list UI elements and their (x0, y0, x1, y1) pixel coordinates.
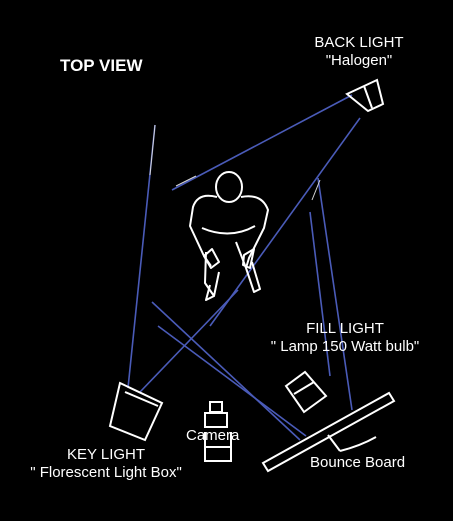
fill-light-beam-left (309, 211, 331, 377)
fill-light-icon (284, 370, 328, 414)
bounce-board-label: Bounce Board (310, 454, 406, 471)
back-light-label: BACK LIGHT "Halogen" (296, 34, 422, 70)
fill-light-name: FILL LIGHT (306, 320, 384, 337)
key-light-beam-right (139, 289, 239, 393)
light-beams (127, 94, 361, 441)
back-light-icon (345, 78, 385, 113)
back-light-type: "Halogen" (325, 52, 393, 69)
key-light-type: " Florescent Light Box" (30, 464, 182, 481)
back-light-beam-upper (171, 94, 353, 191)
subject-icon (189, 171, 269, 301)
fill-light-type: " Lamp 150 Watt bulb" (270, 338, 420, 355)
fill-light-label: FILL LIGHT " Lamp 150 Watt bulb" (254, 320, 436, 356)
camera-label: Camera (186, 427, 240, 444)
key-light-label: KEY LIGHT " Florescent Light Box" (14, 446, 198, 482)
key-light-icon (108, 381, 164, 442)
fill-light-beam-lower (157, 325, 307, 437)
key-light-beam-lower (151, 301, 301, 441)
key-light-name: KEY LIGHT (66, 446, 146, 463)
back-light-name: BACK LIGHT (314, 34, 404, 51)
bounce-board-icon (261, 391, 396, 473)
back-light-beam-lower (209, 117, 361, 327)
diagram-title: TOP VIEW (60, 56, 143, 75)
fill-light-beam-right (317, 177, 353, 411)
beam-edges (149, 124, 321, 201)
camera-icon (204, 401, 232, 462)
